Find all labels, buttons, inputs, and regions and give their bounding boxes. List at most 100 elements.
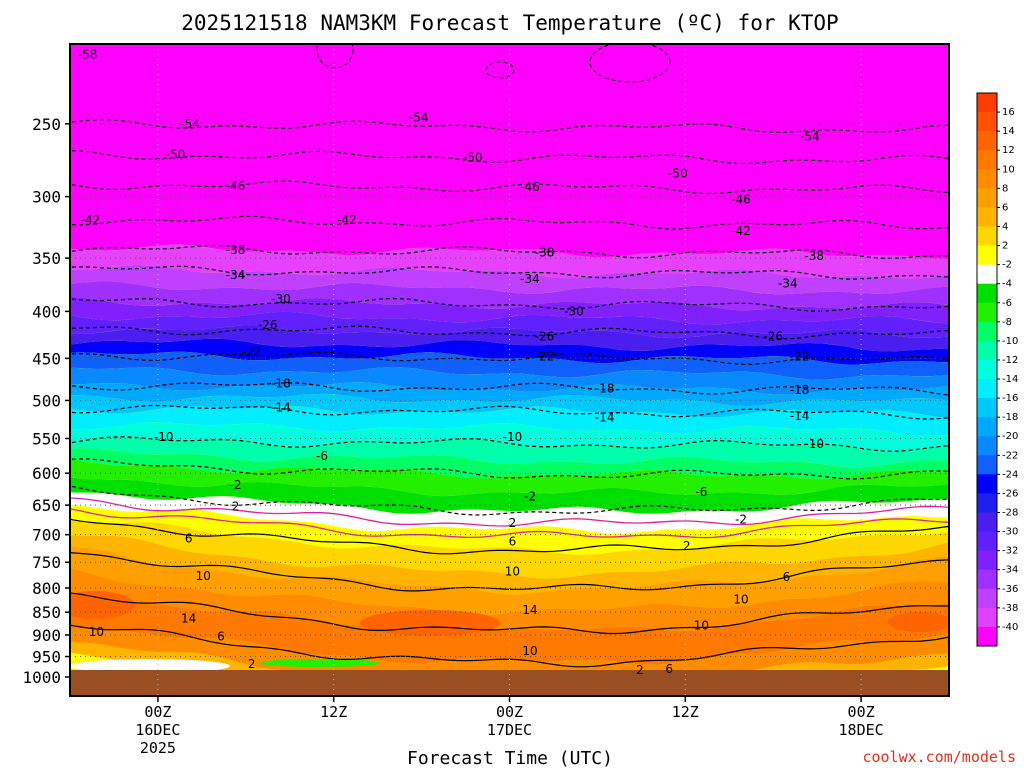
colorbar-swatch: [977, 245, 997, 266]
colorbar-label: -40: [1002, 622, 1018, 633]
temperature-band: [70, 568, 949, 634]
y-tick-label: 650: [32, 496, 61, 515]
colorbar-swatch: [977, 417, 997, 437]
contour-line: [70, 297, 949, 312]
contour-label: -10: [503, 430, 523, 444]
contour-label: 10: [522, 644, 537, 658]
x-tick-label: 16DEC: [135, 721, 180, 739]
y-tick-label: 750: [32, 553, 61, 572]
contour-label: -34: [778, 277, 798, 291]
y-tick-label: 550: [32, 429, 61, 448]
colorbar-label: 12: [1002, 145, 1015, 156]
temperature-band: [70, 297, 949, 325]
contour-label: 10: [196, 569, 211, 583]
colorbar-label: -34: [1002, 565, 1018, 576]
contour-label: -54: [180, 117, 200, 131]
x-tick-label: 12Z: [320, 703, 347, 721]
freezing-contour: [70, 497, 949, 527]
colorbar-swatch: [977, 512, 997, 533]
contour-label: 10: [89, 625, 104, 639]
contour-label: -26: [763, 330, 783, 344]
colorbar-label: -28: [1002, 508, 1018, 519]
contour-label: -30: [271, 292, 291, 306]
contour-line: [70, 458, 949, 480]
contour-label: -22: [790, 350, 810, 364]
contour-label: -50: [463, 151, 483, 165]
contour-label: -50: [166, 148, 186, 162]
colorbar-label: -18: [1002, 412, 1018, 423]
contour-label: -58: [78, 47, 98, 61]
colorbar-swatch: [977, 531, 997, 552]
x-tick-label: 00Z: [496, 703, 523, 721]
colorbar-label: -2: [1002, 260, 1012, 271]
temperature-band: [70, 546, 949, 616]
x-axis-label: Forecast Time (UTC): [407, 748, 613, 768]
contour-line: [70, 180, 949, 195]
gridlines: [70, 44, 949, 696]
contour-label: -50: [668, 166, 688, 180]
contour-label: -26: [535, 330, 555, 344]
colorbar-swatch: [977, 340, 997, 361]
contour-line: [70, 150, 949, 165]
temperature-bands: [70, 44, 949, 696]
contour-label: 6: [509, 534, 517, 548]
contour-label: -34: [226, 268, 246, 282]
contour-label: 6: [185, 532, 193, 546]
temperature-band: [70, 351, 949, 380]
contour-label: -6: [695, 485, 707, 499]
colorbar-label: -38: [1002, 603, 1018, 614]
colorbar-swatch: [977, 474, 997, 494]
contour-label: 10: [694, 619, 709, 633]
temperature-band: [70, 459, 949, 497]
temperature-band: [70, 406, 949, 436]
contour-label: -6: [316, 449, 328, 463]
contour-label: 6: [783, 570, 791, 584]
contour-label: -18: [595, 381, 615, 395]
colorbar-label: -12: [1002, 355, 1018, 366]
contour-labels: -58 -54 -54 -54 -50 -50 -50 -46 -46 -46 -42 -42 -42 -…: [78, 47, 824, 677]
temperature-band: [70, 338, 949, 365]
colorbar-label: -32: [1002, 546, 1018, 557]
contour-label: -14: [595, 411, 615, 425]
colorbar-swatch: [977, 150, 997, 170]
colorbar-swatch: [977, 226, 997, 247]
contour-loop: [485, 61, 515, 79]
contour-label: 2: [636, 663, 644, 677]
temperature-blob: [888, 612, 949, 632]
contour-line: [70, 485, 949, 516]
contour-label: 6: [217, 629, 225, 643]
contour-label: -54: [409, 110, 429, 124]
contour-label: -46: [520, 180, 540, 194]
x-tick-label: 18DEC: [839, 721, 884, 739]
y-tick-label: 900: [32, 626, 61, 645]
contour-line: [70, 436, 949, 452]
contour-label: -46: [226, 179, 246, 193]
contour-label: -54: [800, 129, 820, 143]
contour-label: -22: [535, 350, 555, 364]
temperature-blob: [70, 659, 230, 673]
y-tick-label: 250: [32, 115, 61, 134]
credit-text: coolwx.com/models: [862, 748, 1016, 766]
colorbar-label: -36: [1002, 584, 1018, 595]
colorbar-label: 16: [1002, 107, 1015, 118]
colorbar-label: 6: [1002, 202, 1008, 213]
contour-line: [70, 325, 949, 340]
y-tick-label: 950: [32, 648, 61, 667]
colorbar-swatch: [977, 436, 997, 456]
contour-line: [70, 215, 949, 230]
colorbar-label: 4: [1002, 221, 1008, 232]
colorbar-label: -16: [1002, 393, 1018, 404]
x-tick-label: 00Z: [144, 703, 171, 721]
colorbar-swatch: [977, 321, 997, 342]
temperature-band: [70, 393, 949, 419]
y-tick-label: 400: [32, 302, 61, 321]
colorbar-label: 2: [1002, 241, 1008, 252]
colorbar-label: -22: [1002, 450, 1018, 461]
contour-label: -2: [230, 478, 242, 492]
contour-label: -2: [524, 489, 536, 503]
colorbar-swatch: [977, 607, 997, 628]
colorbar-label: -14: [1002, 374, 1018, 385]
freezing-contour: [70, 508, 949, 539]
contour-line: [70, 265, 949, 280]
contour-label: -42: [337, 213, 357, 227]
